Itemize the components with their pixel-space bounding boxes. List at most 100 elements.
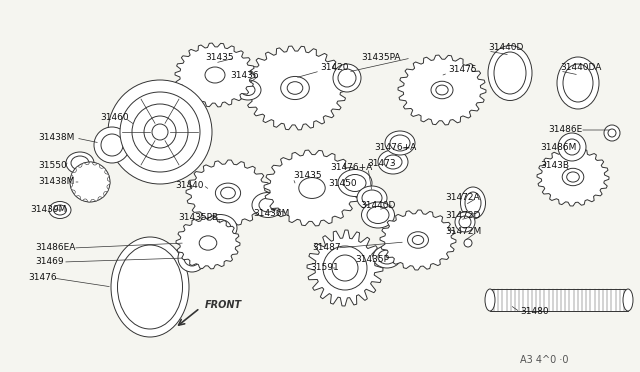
Text: A3 4^0 ·0: A3 4^0 ·0 <box>520 355 568 365</box>
Circle shape <box>120 92 200 172</box>
Text: 31450: 31450 <box>328 179 356 187</box>
Text: 31475: 31475 <box>448 65 477 74</box>
Ellipse shape <box>465 192 481 214</box>
Polygon shape <box>186 160 270 226</box>
Polygon shape <box>176 217 240 269</box>
Circle shape <box>77 169 103 195</box>
Ellipse shape <box>235 80 261 100</box>
Polygon shape <box>307 230 383 306</box>
Ellipse shape <box>199 236 217 250</box>
Circle shape <box>101 134 123 156</box>
Ellipse shape <box>562 168 584 186</box>
Polygon shape <box>537 148 609 206</box>
Ellipse shape <box>221 187 236 199</box>
Ellipse shape <box>66 152 94 174</box>
Text: 31472A: 31472A <box>445 193 479 202</box>
Text: 31435: 31435 <box>205 54 234 62</box>
Ellipse shape <box>357 186 387 210</box>
Text: 31439M: 31439M <box>30 205 67 215</box>
Circle shape <box>144 116 176 148</box>
Polygon shape <box>398 55 486 125</box>
Ellipse shape <box>563 64 593 102</box>
Text: 31435P: 31435P <box>355 256 389 264</box>
Circle shape <box>152 124 168 140</box>
Circle shape <box>132 104 188 160</box>
Ellipse shape <box>488 45 532 100</box>
FancyBboxPatch shape <box>490 289 628 311</box>
Ellipse shape <box>378 250 396 264</box>
Ellipse shape <box>566 172 579 182</box>
Text: 31440: 31440 <box>175 180 204 189</box>
Polygon shape <box>175 43 255 107</box>
Text: 31472M: 31472M <box>445 228 481 237</box>
Text: 31486M: 31486M <box>540 144 577 153</box>
Ellipse shape <box>241 84 255 96</box>
Ellipse shape <box>287 82 303 94</box>
Circle shape <box>604 125 620 141</box>
Ellipse shape <box>408 232 428 248</box>
Ellipse shape <box>209 219 231 237</box>
Polygon shape <box>243 46 347 130</box>
Text: FRONT: FRONT <box>205 300 242 310</box>
Ellipse shape <box>362 190 382 206</box>
Ellipse shape <box>205 67 225 83</box>
Circle shape <box>455 212 475 232</box>
Ellipse shape <box>623 289 633 311</box>
Ellipse shape <box>485 289 495 311</box>
Polygon shape <box>380 210 456 270</box>
Circle shape <box>94 127 130 163</box>
Ellipse shape <box>203 215 237 241</box>
Ellipse shape <box>118 245 182 329</box>
Ellipse shape <box>557 57 599 109</box>
Ellipse shape <box>252 192 284 218</box>
Text: 31550: 31550 <box>38 160 67 170</box>
Text: 31438M: 31438M <box>38 177 74 186</box>
Circle shape <box>558 133 586 161</box>
Circle shape <box>608 129 616 137</box>
Text: 31436M: 31436M <box>253 208 289 218</box>
Text: 31486EA: 31486EA <box>35 244 76 253</box>
Circle shape <box>323 246 367 290</box>
Ellipse shape <box>412 235 424 244</box>
Text: 31436: 31436 <box>230 71 259 80</box>
Text: 31435PB: 31435PB <box>178 214 218 222</box>
Ellipse shape <box>378 150 408 174</box>
Circle shape <box>333 64 361 92</box>
Ellipse shape <box>259 198 277 212</box>
Text: 31476+A: 31476+A <box>330 164 372 173</box>
Text: 31440D: 31440D <box>360 201 396 209</box>
Ellipse shape <box>494 52 526 94</box>
Ellipse shape <box>216 183 241 203</box>
Ellipse shape <box>461 187 486 219</box>
Ellipse shape <box>384 155 402 169</box>
Ellipse shape <box>71 156 89 170</box>
Ellipse shape <box>281 77 309 100</box>
Ellipse shape <box>299 177 325 198</box>
Text: 31460: 31460 <box>100 113 129 122</box>
Ellipse shape <box>338 170 372 196</box>
Circle shape <box>70 162 110 202</box>
Text: 31591: 31591 <box>310 263 339 273</box>
Ellipse shape <box>385 131 415 155</box>
Polygon shape <box>70 162 110 202</box>
Text: 31469: 31469 <box>35 257 63 266</box>
Ellipse shape <box>431 81 453 99</box>
Ellipse shape <box>390 135 410 151</box>
Text: 31472D: 31472D <box>445 211 481 219</box>
Text: 31473: 31473 <box>367 158 396 167</box>
Circle shape <box>108 80 212 184</box>
Text: 31440DA: 31440DA <box>560 64 602 73</box>
Polygon shape <box>264 150 360 226</box>
Text: 31420: 31420 <box>320 64 349 73</box>
Ellipse shape <box>49 202 71 218</box>
Text: 31435: 31435 <box>293 170 322 180</box>
Circle shape <box>459 216 471 228</box>
Circle shape <box>564 139 580 155</box>
Circle shape <box>332 255 358 281</box>
Text: 31476+A: 31476+A <box>374 144 416 153</box>
Text: 31440D: 31440D <box>488 44 524 52</box>
Text: 31480: 31480 <box>520 308 548 317</box>
Ellipse shape <box>111 237 189 337</box>
Ellipse shape <box>362 202 394 228</box>
Ellipse shape <box>373 246 401 268</box>
